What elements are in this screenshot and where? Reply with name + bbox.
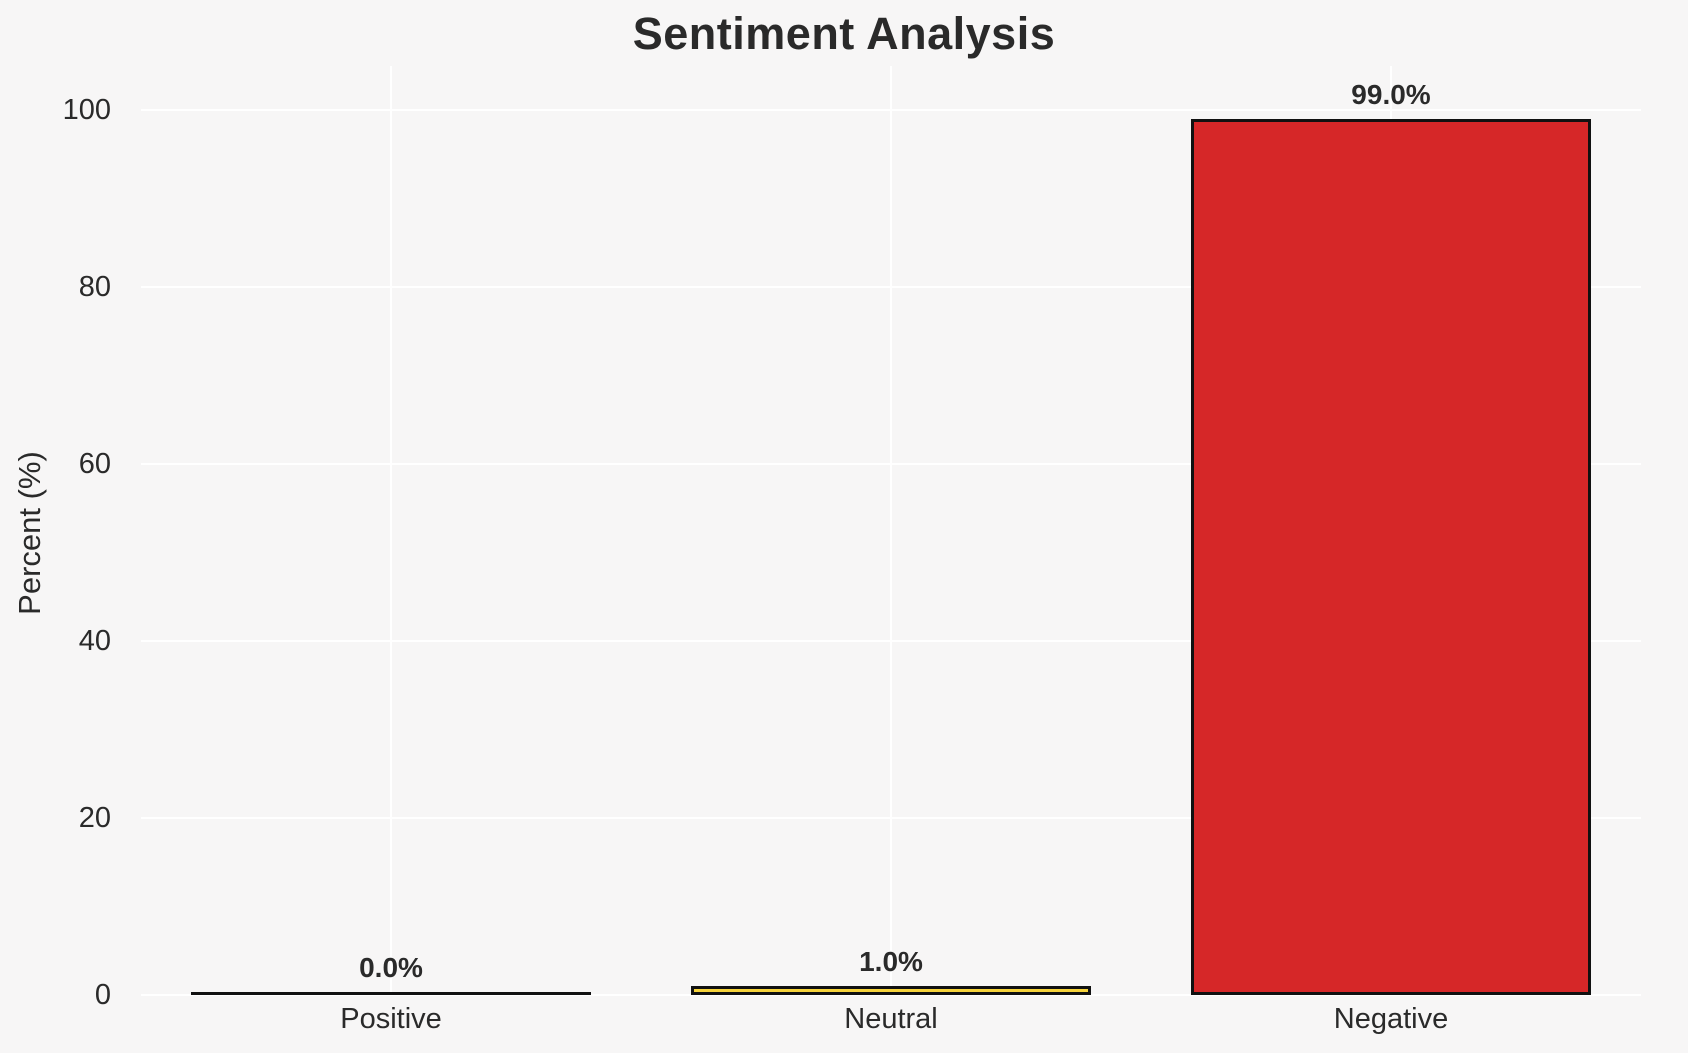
y-tick-label: 40 [78, 625, 111, 657]
bar-positive [191, 992, 591, 995]
bar-value-label-positive: 0.0% [359, 952, 423, 983]
y-tick-label: 80 [78, 271, 111, 303]
y-tick-label: 20 [78, 802, 111, 834]
gridline-x-neutral [890, 66, 892, 995]
x-tick-label-positive: Positive [340, 1003, 442, 1035]
plot-area: 0 20 40 60 80 100 0.0% Positive 1.0% Neutral 99.0%… [63, 66, 1641, 1035]
bar-value-label-negative: 99.0% [1351, 79, 1431, 110]
bar-neutral [691, 986, 1091, 995]
gridline-y-0 [141, 994, 1641, 996]
x-tick-label-neutral: Neutral [844, 1003, 938, 1035]
bar-value-label-neutral: 1.0% [859, 946, 923, 977]
x-tick-label-negative: Negative [1333, 1003, 1449, 1035]
y-tick-label: 60 [78, 448, 111, 480]
y-tick-label: 0 [94, 979, 111, 1011]
bar-negative [1191, 119, 1591, 995]
gridline-x-positive [390, 66, 392, 995]
y-tick-label: 100 [62, 94, 111, 126]
chart-title: Sentiment Analysis [632, 8, 1056, 59]
